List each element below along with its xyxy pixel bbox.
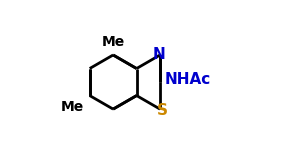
Text: Me: Me: [61, 100, 84, 114]
Text: NHAc: NHAc: [165, 72, 211, 87]
Text: S: S: [156, 103, 168, 118]
Text: Me: Me: [101, 35, 125, 49]
Text: N: N: [153, 47, 166, 61]
